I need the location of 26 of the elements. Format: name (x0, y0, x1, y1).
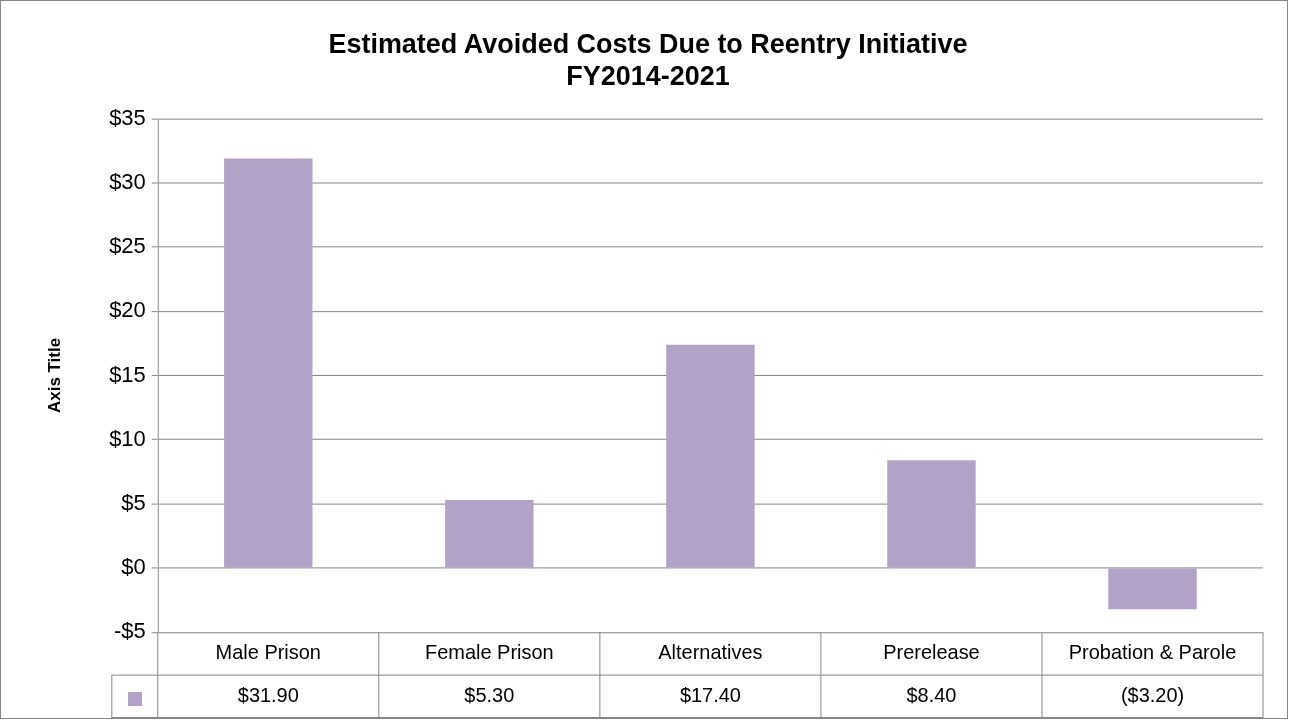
y-tick-label: $15 (109, 361, 146, 387)
y-tick-label: $10 (109, 425, 146, 451)
bar (666, 344, 755, 568)
x-tick-label: Female Prison (425, 641, 554, 664)
data-label: ($3.20) (1120, 684, 1185, 707)
data-label: $8.40 (906, 684, 957, 707)
y-axis-title: Axis Title (44, 337, 64, 413)
bar (224, 158, 313, 568)
data-label: $17.40 (679, 684, 741, 707)
x-tick-label: Probation & Parole (1068, 641, 1237, 664)
y-tick-label: $0 (121, 554, 146, 580)
bar (887, 460, 976, 568)
y-tick-label: $20 (109, 297, 146, 323)
x-tick-label: Male Prison (215, 641, 321, 664)
data-label: $5.30 (464, 684, 515, 707)
x-tick-label: Prerelease (883, 641, 980, 664)
x-tick-label: Alternatives (658, 641, 763, 664)
y-tick-label: -$5 (114, 618, 146, 644)
y-tick-label: $35 (109, 104, 146, 130)
chart-title: Estimated Avoided Costs Due to Reentry Initiative FY2014-2021 (328, 29, 968, 92)
bar (445, 500, 534, 568)
y-tick-label: $5 (121, 489, 146, 515)
data-label: $31.90 (237, 684, 299, 707)
bar (1108, 568, 1197, 610)
y-tick-label: $30 (109, 168, 146, 194)
y-tick-label: $25 (109, 233, 146, 259)
